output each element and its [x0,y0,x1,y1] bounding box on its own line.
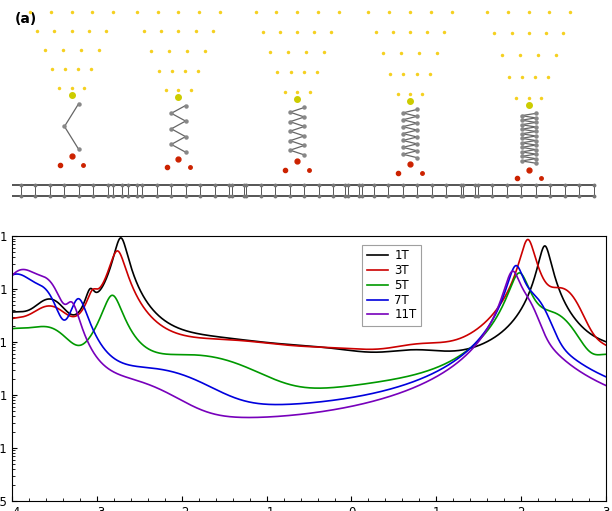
5T [315,385,322,391]
1T [236,336,243,342]
3T [602,342,610,348]
1T [116,235,124,241]
5T [365,380,372,386]
Line: 1T: 1T [12,238,606,352]
5T [497,307,504,313]
3T [395,343,402,350]
11T [20,266,27,272]
1T [602,339,610,345]
7T [452,357,459,363]
11T [452,361,459,367]
5T [602,351,610,357]
1T [9,309,16,315]
1T [395,347,402,354]
3T [452,337,459,343]
7T [497,300,504,307]
7T [9,272,16,278]
7T [236,396,243,402]
3T [524,237,532,243]
5T [452,355,459,361]
1T [117,235,124,241]
11T [365,399,372,405]
7T [512,263,520,269]
11T [497,297,504,304]
Line: 3T: 3T [12,240,606,350]
7T [395,384,402,390]
11T [116,372,124,378]
1T [365,349,372,355]
7T [274,402,281,408]
7T [116,359,124,365]
3T [236,337,243,343]
Legend: 1T, 3T, 5T, 7T, 11T: 1T, 3T, 5T, 7T, 11T [362,245,421,326]
3T [497,301,504,307]
1T [371,349,378,355]
Line: 11T: 11T [12,269,606,417]
3T [365,346,373,353]
7T [365,391,372,398]
11T [236,414,243,421]
7T [602,374,610,380]
1T [452,348,459,354]
11T [9,272,16,278]
11T [245,414,253,421]
Line: 5T: 5T [12,273,606,388]
5T [116,304,124,310]
Line: 7T: 7T [12,266,606,405]
11T [602,382,610,388]
5T [395,375,402,381]
3T [116,250,124,257]
5T [516,270,523,276]
Text: (a): (a) [15,12,37,26]
5T [236,361,243,367]
3T [365,346,372,353]
5T [9,326,16,332]
3T [9,315,16,321]
11T [395,390,402,397]
1T [497,330,504,336]
